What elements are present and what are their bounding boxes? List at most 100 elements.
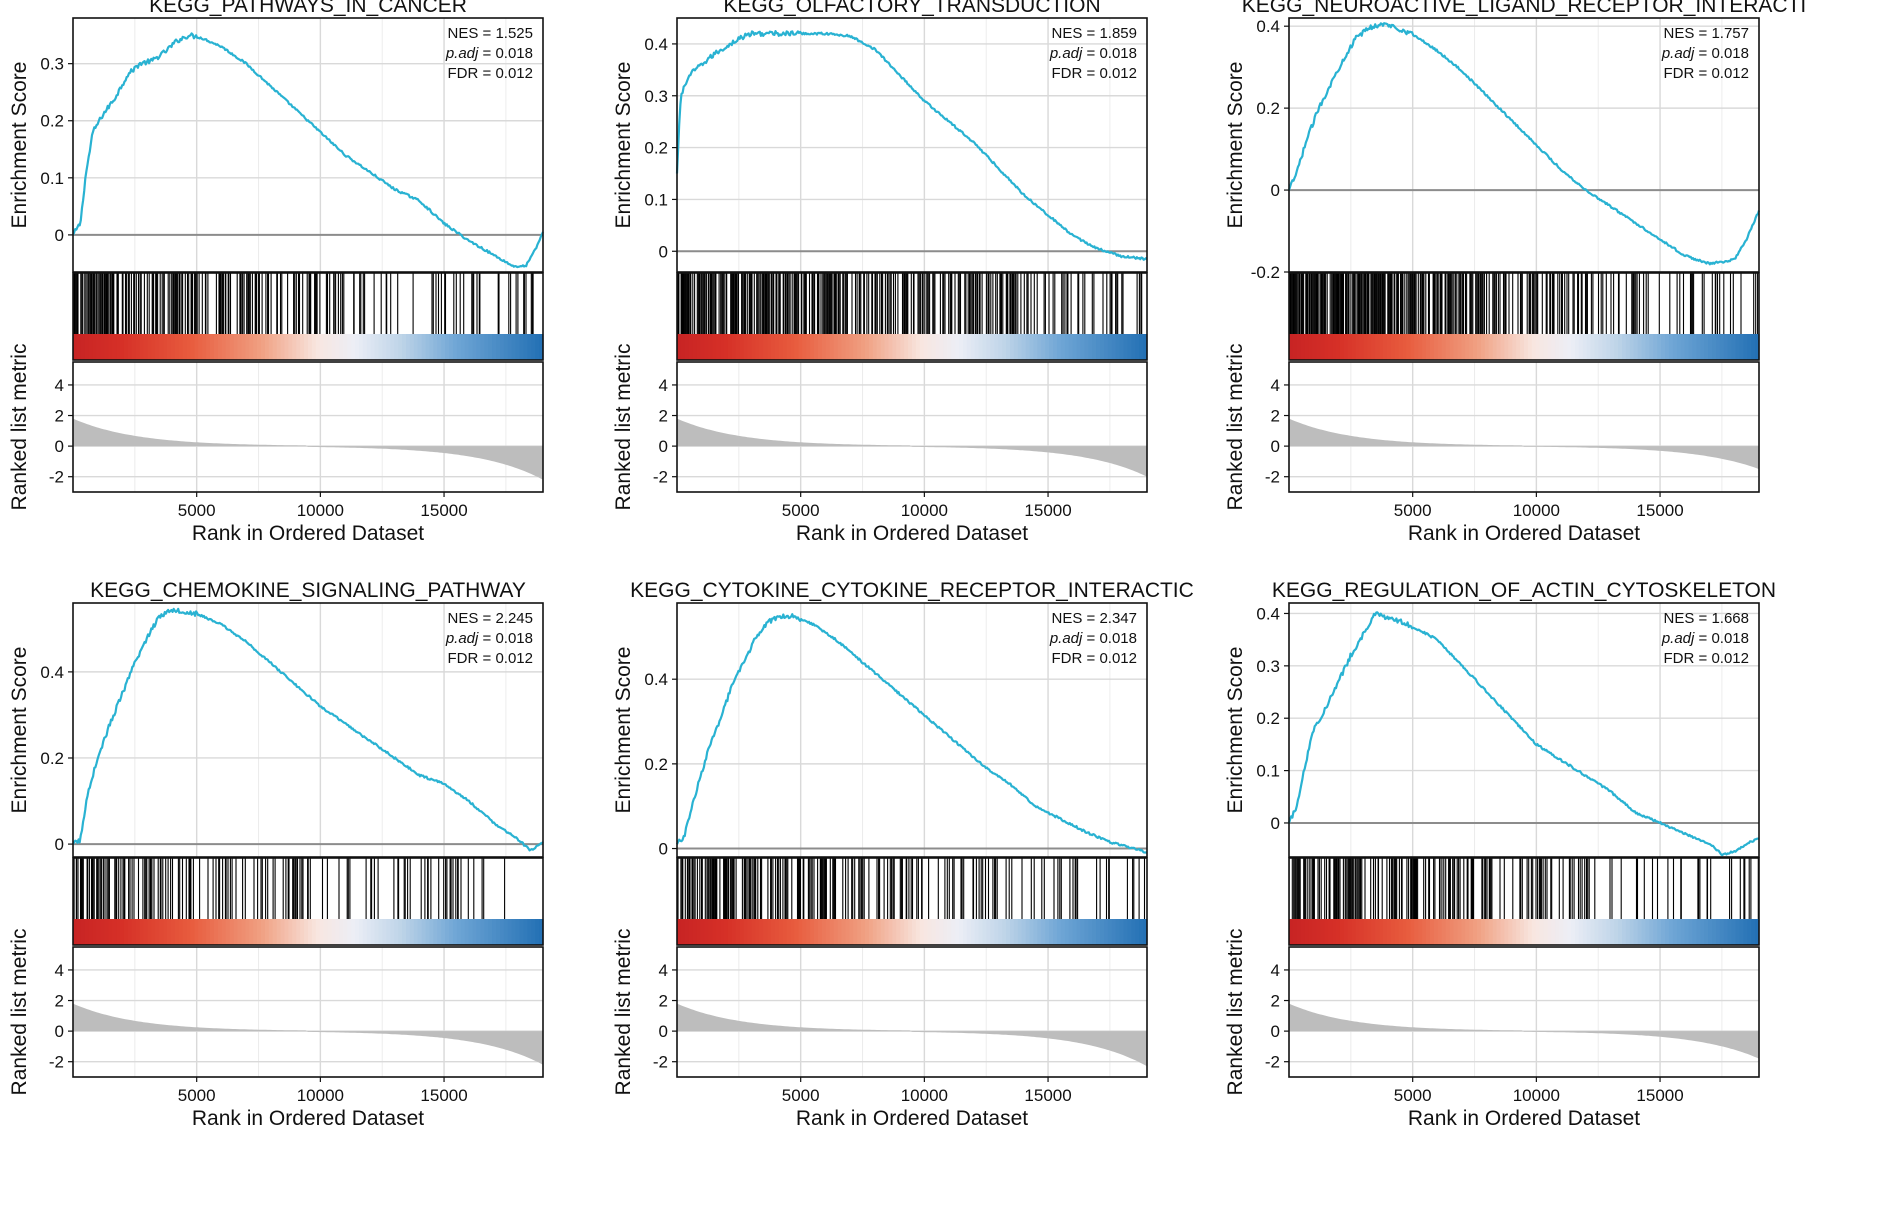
heat-segment [1653,919,1658,945]
heat-segment [900,919,905,945]
stat-nes: NES = 2.245 [448,610,534,627]
heat-segment [1029,334,1035,360]
heat-segment [492,334,497,360]
stat-fdr-label: FDR [1664,650,1695,667]
heat-segment [1328,334,1333,360]
heat-segment [300,334,305,360]
es-axis-label: Enrichment Score [612,647,635,814]
x-axis-label: Rank in Ordered Dataset [192,522,424,545]
heat-segment [80,919,86,945]
heat-segment [1009,334,1015,360]
heat-segment [1492,919,1498,945]
heat-segment [865,919,870,945]
panel-title: KEGG_NEUROACTIVE_LIGAND_RECEPTOR_INTERAC… [1242,0,1806,17]
heat-segment [896,919,901,945]
heat-segment [515,334,521,360]
metric-axis-label: Ranked list metric [1224,929,1247,1096]
stat-padj-eq: = [1694,45,1711,62]
hits-heat-frame [676,857,1148,946]
heat-segment [151,334,156,360]
stat-nes-label: NES [1664,610,1695,627]
heat-segment [433,919,438,945]
metric-y-tick-label: 4 [55,961,64,980]
heat-segment [472,334,478,360]
heat-segment [1088,919,1093,945]
heat-segment [1437,334,1443,360]
heat-segment [712,334,717,360]
heat-segment [378,334,384,360]
heat-segment [264,334,270,360]
heat-segment [853,919,858,945]
heat-segment [696,919,702,945]
heat-segment [190,919,196,945]
heat-segment [810,334,815,360]
heat-segment [1704,334,1709,360]
heat-segment [708,334,713,360]
heat-segment [994,919,999,945]
metric-y-tick-label: 0 [1271,1022,1280,1041]
heat-segment [990,919,995,945]
x-axis-label: Rank in Ordered Dataset [192,1107,424,1130]
heat-segment [908,334,913,360]
heat-segment [767,919,772,945]
heat-segment [915,919,921,945]
heat-segment [108,919,113,945]
heat-segment [1312,919,1318,945]
heat-segment [1719,334,1725,360]
heat-segment [962,334,968,360]
es-y-tick-label: 0 [659,242,668,261]
heat-segment [1555,334,1560,360]
stat-fdr-label: FDR [448,65,479,82]
heat-segment [206,919,211,945]
heat-segment [441,919,446,945]
stat-padj-label: p.adj [1049,45,1083,62]
heat-segment [1629,334,1635,360]
heat-segment [1676,919,1682,945]
heat-segment [1743,919,1748,945]
heat-segment [343,334,348,360]
heat-segment [861,919,866,945]
x-tick-label: 15000 [1636,1086,1683,1105]
heat-segment [1496,334,1502,360]
heat-segment [868,334,874,360]
stat-fdr-label: FDR [1052,650,1083,667]
stat-fdr-label: FDR [1052,65,1083,82]
heat-segment [1332,334,1337,360]
heat-segment [331,919,337,945]
es-running-curve [72,32,544,269]
heat-segment [417,334,423,360]
heat-segment [335,334,340,360]
heat-segment [1304,919,1310,945]
heat-segment [1135,334,1140,360]
heat-segment [88,334,94,360]
heat-segment [1704,919,1709,945]
heat-segment [441,334,446,360]
heat-segment [198,334,203,360]
heat-segment [96,334,102,360]
stat-padj-value: 0.018 [1711,45,1749,62]
heat-segment [1653,334,1658,360]
heat-segment [959,334,964,360]
heat-segment [163,919,168,945]
heat-segment [962,919,968,945]
x-tick-label: 5000 [1394,501,1432,520]
heat-segment [429,919,434,945]
heat-segment [1339,334,1345,360]
heat-segment [1516,919,1521,945]
stat-nes-value: 1.757 [1711,25,1749,42]
heat-segment [1473,919,1478,945]
heat-segment [276,919,282,945]
heat-segment [1539,919,1545,945]
heat-segment [523,919,528,945]
heat-segment [480,919,485,945]
stat-nes-label: NES [1052,610,1083,627]
stat-nes: NES = 1.859 [1052,25,1138,42]
heat-segment [1492,334,1498,360]
heat-segment [155,334,160,360]
heat-segment [304,334,309,360]
heat-segment [1343,919,1349,945]
stat-nes-value: 2.245 [495,610,533,627]
heat-segment [1657,334,1662,360]
heat-segment [108,334,113,360]
heat-segment [214,334,219,360]
